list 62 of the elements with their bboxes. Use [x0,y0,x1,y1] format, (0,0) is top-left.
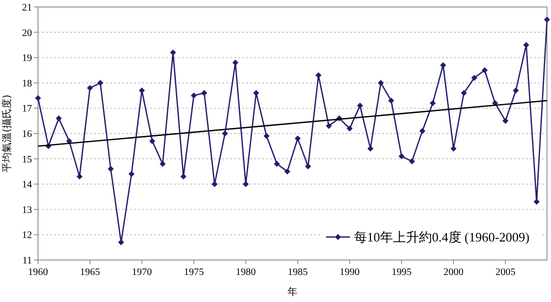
point [264,133,270,140]
y-tick-label: 11 [22,256,32,266]
point [460,90,467,96]
x-tick-label: 2005 [495,267,516,278]
point [242,181,249,188]
point [190,92,197,99]
legend-label: 每10年上升約0.4度 (1960-2009) [354,230,530,245]
x-tick-label: 1995 [392,267,412,278]
point [398,153,405,160]
point [534,198,540,205]
x-tick-label: 1970 [132,267,152,278]
y-tick-label: 13 [22,204,32,216]
point [274,160,280,167]
x-tick-label: 1965 [80,267,100,278]
point [419,128,426,134]
y-tick-label: 15 [22,154,32,166]
x-tick-label: 2000 [444,267,464,278]
point [212,181,218,188]
point [284,168,290,174]
point [56,115,62,122]
y-tick-label: 14 [22,180,32,191]
x-tick-label: 1975 [184,267,204,278]
point [35,95,41,102]
x-axis-title: 年 [288,286,298,298]
y-tick-label: 20 [22,28,32,39]
point [346,125,353,132]
point [512,87,519,94]
point [201,90,208,96]
point [222,130,228,136]
y-tick-label: 21 [22,2,32,14]
y-tick-label: 16 [22,129,32,140]
point [544,16,550,23]
point [450,146,457,152]
point [523,42,530,48]
point [482,67,488,74]
y-tick-label: 17 [22,104,32,115]
point [180,174,186,180]
point [326,122,332,129]
x-tick-label: 1985 [288,267,308,278]
point [378,80,384,86]
point [357,102,364,109]
y-tick-label: 18 [22,78,32,90]
point [471,74,478,81]
x-tick-label: 1960 [28,267,48,278]
point [388,98,394,104]
x-tick-label: 1990 [340,267,360,278]
point [138,87,145,94]
y-tick-label: 19 [22,53,32,64]
point [294,136,301,142]
x-tick-label: 1980 [236,267,256,278]
point [149,138,156,144]
point [160,160,166,167]
y-axis-title: 平均氣溫(攝氏度) [1,94,13,172]
point [502,118,508,124]
point [86,84,93,91]
y-tick-label: 12 [22,230,32,242]
point [408,158,415,164]
point [430,100,436,106]
point [128,170,134,177]
point [97,80,104,86]
point [108,166,114,172]
point [76,174,83,180]
